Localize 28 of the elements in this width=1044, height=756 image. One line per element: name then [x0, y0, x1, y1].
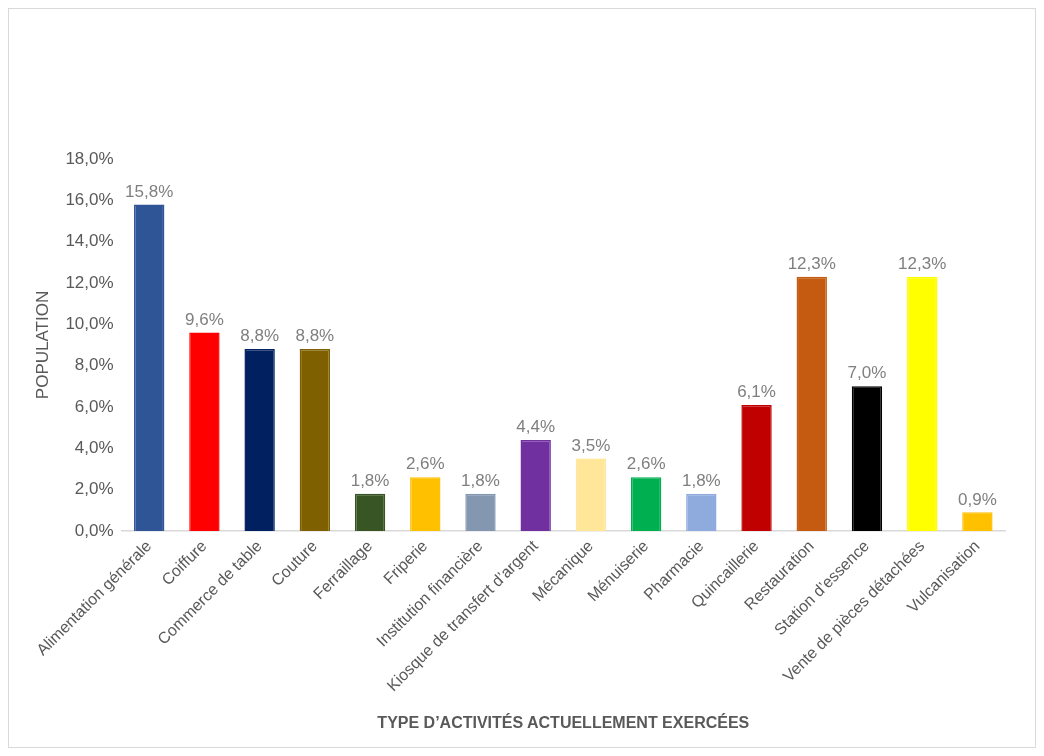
data-label: 4,4% [516, 417, 556, 437]
y-tick-label: 4,0% [74, 437, 114, 457]
data-label: 7,0% [847, 363, 887, 383]
y-tick-label: 10,0% [65, 313, 114, 333]
data-label: 8,8% [295, 326, 335, 346]
data-label: 1,8% [350, 470, 390, 490]
data-label: 15,8% [125, 181, 174, 201]
data-label: 2,6% [405, 454, 445, 474]
data-label: 6,1% [737, 382, 776, 402]
y-tick-label: 0,0% [74, 520, 114, 540]
y-tick-label: 12,0% [65, 272, 114, 292]
y-tick-label: 6,0% [74, 396, 114, 416]
y-tick-label: 16,0% [65, 190, 114, 210]
data-label: 12,3% [787, 253, 836, 273]
y-tick-label: 8,0% [74, 355, 114, 375]
y-tick-label: 14,0% [65, 231, 114, 251]
y-tick-label: 18,0% [65, 148, 114, 168]
data-label: 2,6% [626, 454, 666, 474]
data-label: 12,3% [898, 253, 947, 273]
y-axis-title: POPULATION [32, 290, 52, 400]
data-label: 1,8% [681, 470, 721, 490]
data-label: 3,5% [571, 435, 611, 455]
y-tick-label: 2,0% [74, 479, 114, 499]
data-label: 8,8% [240, 326, 280, 346]
data-label: 0,9% [958, 489, 997, 509]
data-label: 1,8% [461, 470, 500, 490]
data-label: 9,6% [185, 309, 224, 329]
x-axis-title: TYPE D’ACTIVITÉS ACTUELLEMENT EXERCÉES [377, 712, 750, 731]
